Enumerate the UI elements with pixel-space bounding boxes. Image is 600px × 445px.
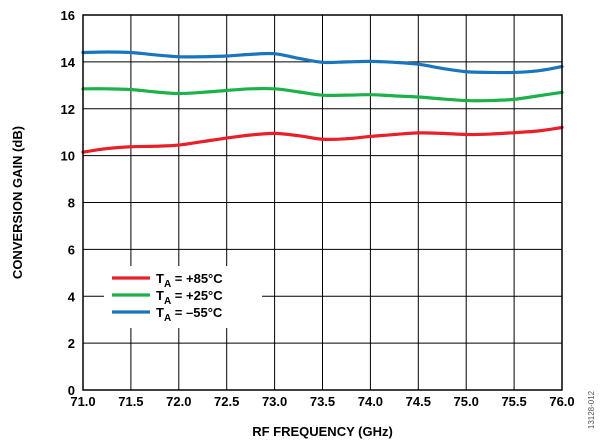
x-tick-label: 75.0	[454, 394, 479, 409]
figure-id: 13128-012	[587, 390, 596, 429]
x-axis-title: RF FREQUENCY (GHz)	[252, 424, 393, 439]
legend: TA = +85°CTA = +25°CTA = –55°C	[104, 266, 262, 328]
x-tick-label: 72.0	[166, 394, 191, 409]
tick-labels: 71.0 71.5 72.0 72.5 73.0 73.5 74.0 74.5 75.0 75.5…	[61, 8, 575, 409]
series-line-minus55c	[81, 50, 564, 75]
legend-subscript: A	[164, 296, 171, 307]
y-tick-label: 2	[68, 336, 75, 351]
y-tick-label: 4	[68, 289, 76, 304]
legend-subscript: A	[164, 313, 171, 324]
legend-symbol: T	[156, 288, 164, 303]
legend-entry: TA = +25°C	[156, 288, 223, 307]
x-tick-label: 74.0	[358, 394, 383, 409]
series-line-85c	[81, 125, 564, 154]
plot-frame	[82, 14, 563, 391]
legend-entry: TA = +85°C	[156, 271, 223, 290]
y-tick-label: 8	[68, 196, 75, 211]
legend-symbol: T	[156, 271, 164, 286]
x-tick-label: 76.0	[549, 394, 574, 409]
x-tick-label: 71.0	[70, 394, 95, 409]
legend-value: = +85°C	[171, 271, 223, 286]
x-tick-label: 71.5	[118, 394, 143, 409]
x-tick-label: 74.5	[406, 394, 431, 409]
legend-box	[104, 266, 262, 328]
y-tick-label: 14	[61, 55, 76, 70]
x-tick-label: 72.5	[214, 394, 239, 409]
legend-subscript: A	[164, 279, 171, 290]
y-tick-label: 10	[61, 149, 75, 164]
series-line-25c	[81, 86, 564, 103]
x-tick-label: 75.5	[501, 394, 526, 409]
x-tick-label: 73.0	[262, 394, 287, 409]
legend-value: = –55°C	[171, 305, 223, 320]
series-lines	[81, 50, 564, 154]
y-tick-label: 12	[61, 102, 75, 117]
legend-value: = +25°C	[171, 288, 223, 303]
y-tick-label: 16	[61, 8, 75, 23]
legend-entry: TA = –55°C	[156, 305, 223, 324]
y-tick-label: 0	[68, 383, 75, 398]
x-tick-label: 73.5	[310, 394, 335, 409]
y-axis-title: CONVERSION GAIN (dB)	[10, 126, 25, 279]
y-tick-label: 6	[68, 242, 75, 257]
legend-symbol: T	[156, 305, 164, 320]
